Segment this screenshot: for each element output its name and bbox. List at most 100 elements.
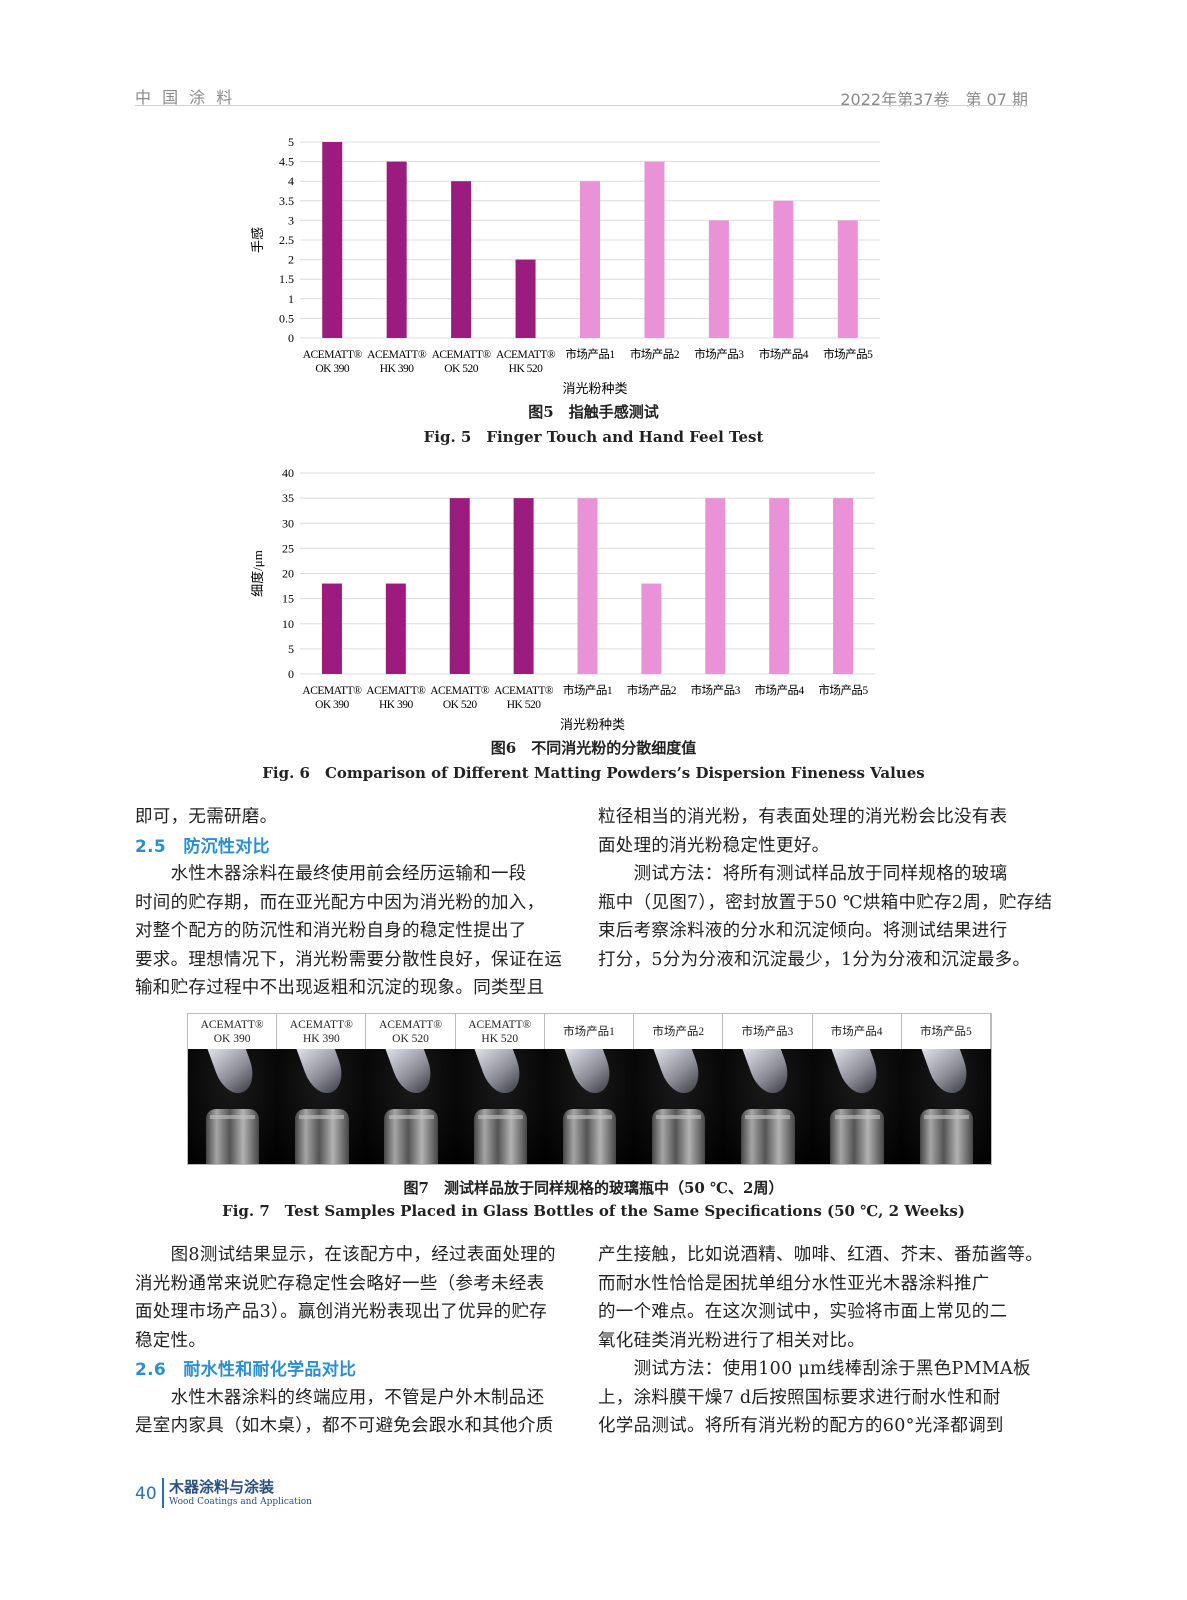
footer-journal-cn: 木器涂料与涂装: [169, 1478, 275, 1496]
y-axis-label: 手感: [250, 227, 265, 253]
text-line: 是室内家具（如木桌），都不可避免会跟水和其他介质: [135, 1416, 554, 1436]
bar: [705, 498, 726, 674]
footer-divider: [162, 1478, 164, 1508]
sample-label-text: HK 390: [302, 1032, 340, 1045]
text-line: 要求。理想情况下，消光粉需要分散性良好，保证在运: [135, 949, 563, 970]
fig6-chart: 0 5 10 15 20 25 30 35 40 ACEMATT® OK 390 ACEMATT® HK…: [250, 466, 875, 732]
sample-label-text: ACEMATT®: [379, 1018, 443, 1031]
section-heading: 2.5 防沉性对比: [135, 836, 270, 857]
x-tick-label: 市场产品1: [565, 347, 615, 361]
y-tick-label: 0.5: [279, 311, 294, 325]
x-tick-label: 市场产品2: [630, 347, 680, 361]
spoon-drip: [295, 1049, 349, 1099]
y-tick-label: 3.5: [279, 194, 294, 208]
text-line: 瓶中（见图7），密封放置于50 ℃烘箱中贮存2周，贮存结: [598, 892, 1053, 913]
glass-jar: [741, 1109, 795, 1164]
x-tick-label: OK 520: [443, 699, 477, 711]
x-axis-label: 消光粉种类: [562, 381, 627, 396]
bottle-photo: [277, 1049, 367, 1164]
bottle-photo: [188, 1049, 278, 1164]
bottle-photo: [366, 1049, 456, 1164]
bar: [386, 161, 407, 338]
sample-label: 市场产品3: [723, 1014, 813, 1049]
fig7-caption-en: Fig. 7 Test Samples Placed in Glass Bott…: [222, 1202, 965, 1220]
bar: [449, 498, 470, 674]
text-line: 面处理市场产品3）。赢创消光粉表现出了优异的贮存: [135, 1302, 548, 1322]
glass-jar: [830, 1109, 884, 1164]
bar: [385, 583, 406, 674]
sample-label: ACEMATT® HK 520: [456, 1014, 545, 1049]
bar: [644, 161, 665, 338]
bottle-photo: [455, 1049, 545, 1164]
sample-label: ACEMATT® OK 390: [188, 1014, 278, 1049]
text-line: 测试方法：使用100 μm线棒刮涂于黑色PMMA板: [598, 1359, 1031, 1379]
sample-label: ACEMATT® HK 390: [277, 1014, 367, 1049]
sample-label-text: 市场产品5: [919, 1025, 972, 1038]
x-tick-label: 市场产品3: [691, 683, 741, 697]
y-tick-label: 2.5: [279, 233, 294, 247]
bar: [515, 259, 536, 338]
y-tick-label: 40: [282, 466, 294, 480]
x-tick-label: 市场产品3: [694, 347, 744, 361]
header-rule: [135, 105, 1028, 106]
x-tick-label: HK 390: [379, 699, 413, 711]
text-line: 测试方法：将所有测试样品放于同样规格的玻璃: [598, 864, 1008, 884]
glass-jar: [205, 1109, 260, 1164]
x-tick-label: OK 390: [315, 363, 349, 375]
x-tick-label: ACEMATT®: [367, 349, 427, 361]
glass-jar: [651, 1109, 706, 1164]
y-tick-label: 20: [282, 567, 294, 581]
x-tick-label: OK 390: [315, 699, 349, 711]
bar: [773, 200, 794, 338]
sample-label-text: ACEMATT®: [289, 1018, 353, 1031]
spoon-drip: [474, 1049, 527, 1099]
bar: [641, 583, 662, 674]
bar: [833, 498, 854, 674]
section-heading: 2.6 耐水性和耐化学品对比: [135, 1360, 357, 1380]
x-tick-label: 市场产品4: [759, 347, 809, 361]
footer-journal-en: Wood Coatings and Application: [169, 1497, 312, 1507]
sample-label-text: ACEMATT®: [468, 1018, 532, 1031]
bar: [708, 220, 729, 338]
text-line: 对整个配方的防沉性和消光粉自身的稳定性提出了: [135, 921, 527, 941]
fig5-caption-en: Fig. 5 Finger Touch and Hand Feel Test: [423, 428, 764, 446]
sample-label: ACEMATT® OK 520: [366, 1014, 456, 1049]
x-tick-label: OK 520: [444, 363, 478, 375]
y-tick-label: 15: [282, 592, 294, 606]
x-tick-label: 市场产品5: [818, 683, 868, 697]
text-line: 束后考察涂料液的分水和沉淀倾向。将测试结果进行: [598, 921, 1008, 941]
text-line: 氧化硅类消光粉进行了相关对比。: [598, 1330, 865, 1351]
sample-label-text: ACEMATT®: [200, 1018, 264, 1031]
fig7-caption-cn: 图7 测试样品放于同样规格的玻璃瓶中（50 ℃、2周）: [403, 1179, 784, 1197]
bar: [580, 181, 600, 338]
x-tick-label: 市场产品5: [823, 347, 873, 361]
y-axis-label: 细度/μm: [250, 550, 265, 597]
sample-label: 市场产品1: [545, 1014, 635, 1049]
spoon-drip: [652, 1049, 705, 1099]
x-tick-label: ACEMATT®: [496, 349, 556, 361]
y-tick-label: 5: [288, 135, 294, 149]
sample-label-text: OK 520: [392, 1032, 429, 1045]
y-tick-label: 1.5: [279, 272, 294, 286]
fig7-photo: ACEMATT® OK 390 ACEMATT® HK 390 ACEMATT® OK 5…: [187, 1013, 992, 1165]
sample-label-text: 市场产品3: [741, 1025, 794, 1038]
x-tick-label: 市场产品4: [755, 683, 805, 697]
bar: [769, 498, 790, 674]
spoon-drip: [830, 1049, 884, 1099]
x-tick-label: ACEMATT®: [432, 349, 492, 361]
text-line: 即可，无需研磨。: [135, 807, 278, 827]
glass-jar: [919, 1109, 974, 1164]
x-tick-label: ACEMATT®: [303, 349, 363, 361]
sample-label-text: HK 520: [481, 1032, 519, 1045]
y-tick-label: 4.5: [279, 155, 294, 169]
bottle-photo: [634, 1049, 724, 1164]
text-line: 化学品测试。将所有消光粉的配方的60°光泽都调到: [598, 1416, 1004, 1436]
x-tick-label: HK 520: [507, 699, 541, 711]
spoon-drip: [206, 1049, 259, 1099]
y-tick-label: 30: [282, 516, 294, 530]
bar: [513, 498, 534, 674]
sample-label: 市场产品5: [902, 1014, 991, 1049]
sample-label: 市场产品2: [634, 1014, 724, 1049]
text-line: 水性木器涂料的终端应用，不管是户外木制品还: [135, 1387, 545, 1408]
text-line: 图8测试结果显示，在该配方中，经过表面处理的: [135, 1245, 556, 1265]
